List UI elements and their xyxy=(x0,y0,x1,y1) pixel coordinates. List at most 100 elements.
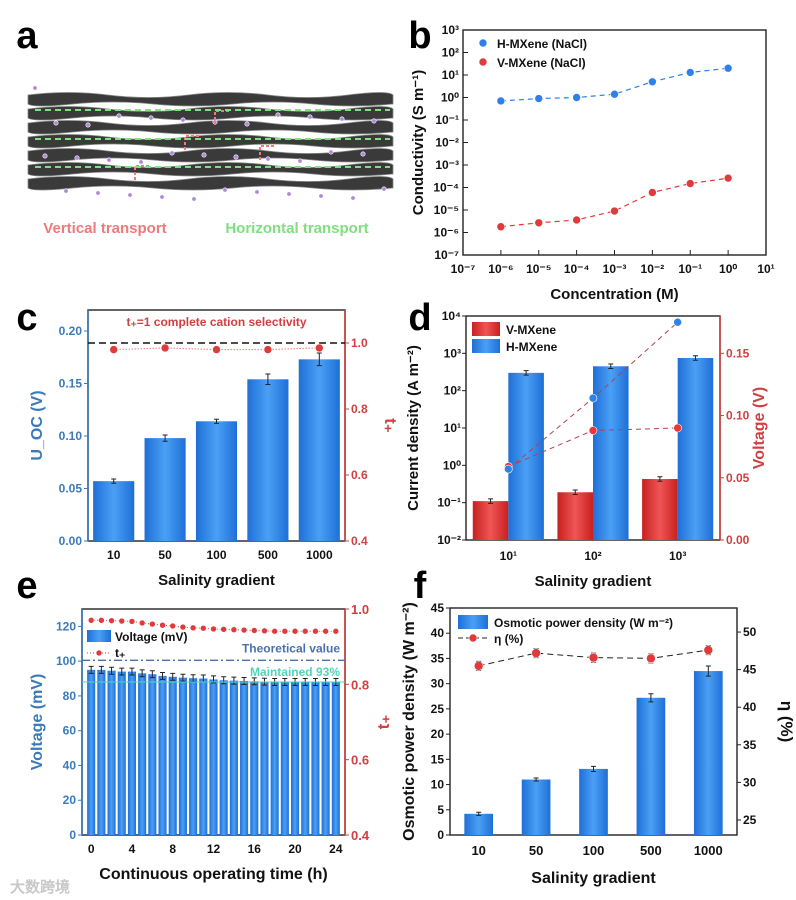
t-plus-point xyxy=(98,616,105,624)
bar xyxy=(240,680,249,835)
error-bar xyxy=(139,669,145,678)
ion-dot xyxy=(328,149,334,155)
bar xyxy=(260,681,269,835)
bar xyxy=(219,680,228,835)
error-bar xyxy=(162,434,168,442)
bar xyxy=(311,682,320,835)
t-plus-point xyxy=(200,624,207,632)
y2-tick-label: 0.15 xyxy=(726,346,750,360)
bar xyxy=(280,682,289,835)
data-point xyxy=(572,215,581,225)
bar-V-MXene xyxy=(642,479,678,540)
error-bar xyxy=(129,667,135,676)
bar xyxy=(93,481,135,541)
x-tick-label: 10⁻³ xyxy=(603,262,627,276)
t-plus-point xyxy=(250,627,258,634)
y-axis-label: Osmotic power density (W m⁻²) xyxy=(401,602,418,841)
voltage-point xyxy=(588,393,598,403)
t-plus-point xyxy=(322,627,329,635)
ion-dot xyxy=(339,116,345,122)
error-bar xyxy=(170,672,176,681)
y-tick-label: 15 xyxy=(431,752,445,766)
legend-label: Voltage (mV) xyxy=(115,630,187,644)
t-plus-point xyxy=(189,624,197,632)
x-tick-label: 10² xyxy=(584,549,601,563)
bar xyxy=(298,359,340,541)
y-tick-label: 10¹ xyxy=(444,421,461,435)
bar xyxy=(321,682,330,835)
mxene-layer xyxy=(27,120,394,135)
data-point xyxy=(610,89,619,99)
error-bar xyxy=(119,667,125,676)
y-tick-label: 100 xyxy=(56,654,76,668)
bar-V-MXene xyxy=(557,492,593,540)
horizontal-transport-label: Horizontal transport xyxy=(225,220,368,237)
t-plus-point xyxy=(230,626,238,634)
ion-dot xyxy=(138,159,144,165)
error-bar xyxy=(251,677,257,686)
ion-dot xyxy=(148,115,154,121)
panel-label-e: e xyxy=(16,565,37,607)
x-tick-label: 10¹ xyxy=(500,549,517,563)
y-tick-label: 0 xyxy=(69,828,76,842)
bar xyxy=(199,678,208,835)
bar xyxy=(107,670,116,835)
legend-marker xyxy=(478,57,488,67)
y-axis-label: U_OC (V) xyxy=(29,390,46,460)
y2-tick-label: 30 xyxy=(743,775,757,789)
bar xyxy=(117,671,126,835)
x-tick-label: 500 xyxy=(258,548,278,562)
voltage-point xyxy=(673,317,682,327)
bar xyxy=(521,779,551,835)
y-axis-label: Conductivity (S m⁻¹) xyxy=(410,70,427,215)
vertical-transport-label: Vertical transport xyxy=(43,220,166,237)
data-point xyxy=(648,77,657,87)
ion-dot xyxy=(53,120,59,126)
mxene-layer xyxy=(27,148,394,163)
bar xyxy=(195,421,238,541)
eta-point xyxy=(473,661,484,671)
t-plus-point xyxy=(261,627,268,635)
y2-axis-label: t₊ xyxy=(381,418,400,433)
y-tick-label: 10⁻² xyxy=(437,533,461,547)
legend-label: H-MXene (NaCl) xyxy=(497,37,587,51)
y-axis-label: Current density (A m⁻²) xyxy=(405,345,422,511)
ion-dot xyxy=(74,155,80,161)
annotation: t₊=1 complete cation selectivity xyxy=(126,315,306,329)
data-point xyxy=(685,179,695,188)
bar xyxy=(178,677,187,835)
y-tick-label: 10 xyxy=(431,778,445,792)
legend-label: V-MXene xyxy=(506,323,556,337)
error-bar xyxy=(111,478,117,484)
data-point xyxy=(572,93,581,102)
eta-point xyxy=(646,653,656,664)
ion-dot xyxy=(169,150,175,156)
t-plus-point xyxy=(138,619,146,627)
bar xyxy=(247,379,289,541)
legend-label: H-MXene xyxy=(506,340,558,354)
error-bar xyxy=(533,777,539,782)
eta-point xyxy=(703,645,714,655)
bar xyxy=(229,680,238,835)
x-axis-label: Salinity gradient xyxy=(531,870,656,887)
error-bar xyxy=(692,355,698,361)
t-plus-point xyxy=(271,627,278,635)
x-tick-label: 10⁻⁷ xyxy=(451,262,476,276)
bar xyxy=(331,682,340,835)
t-plus-point xyxy=(108,617,115,624)
legend-marker xyxy=(95,649,103,657)
bar xyxy=(270,682,279,835)
ion-dot xyxy=(265,156,271,162)
ion-dot xyxy=(222,187,228,193)
x-tick-label: 10¹ xyxy=(757,262,774,276)
error-bar xyxy=(221,676,227,685)
ion-dot xyxy=(159,194,165,200)
y-tick-label: 10¹ xyxy=(442,68,459,82)
y-tick-label: 0.15 xyxy=(59,377,83,391)
panel-label-d: d xyxy=(408,297,431,339)
legend-swatch xyxy=(472,339,500,353)
ion-dot xyxy=(286,191,292,197)
panel-label-a: a xyxy=(16,15,38,57)
x-tick-label: 1000 xyxy=(694,843,723,858)
